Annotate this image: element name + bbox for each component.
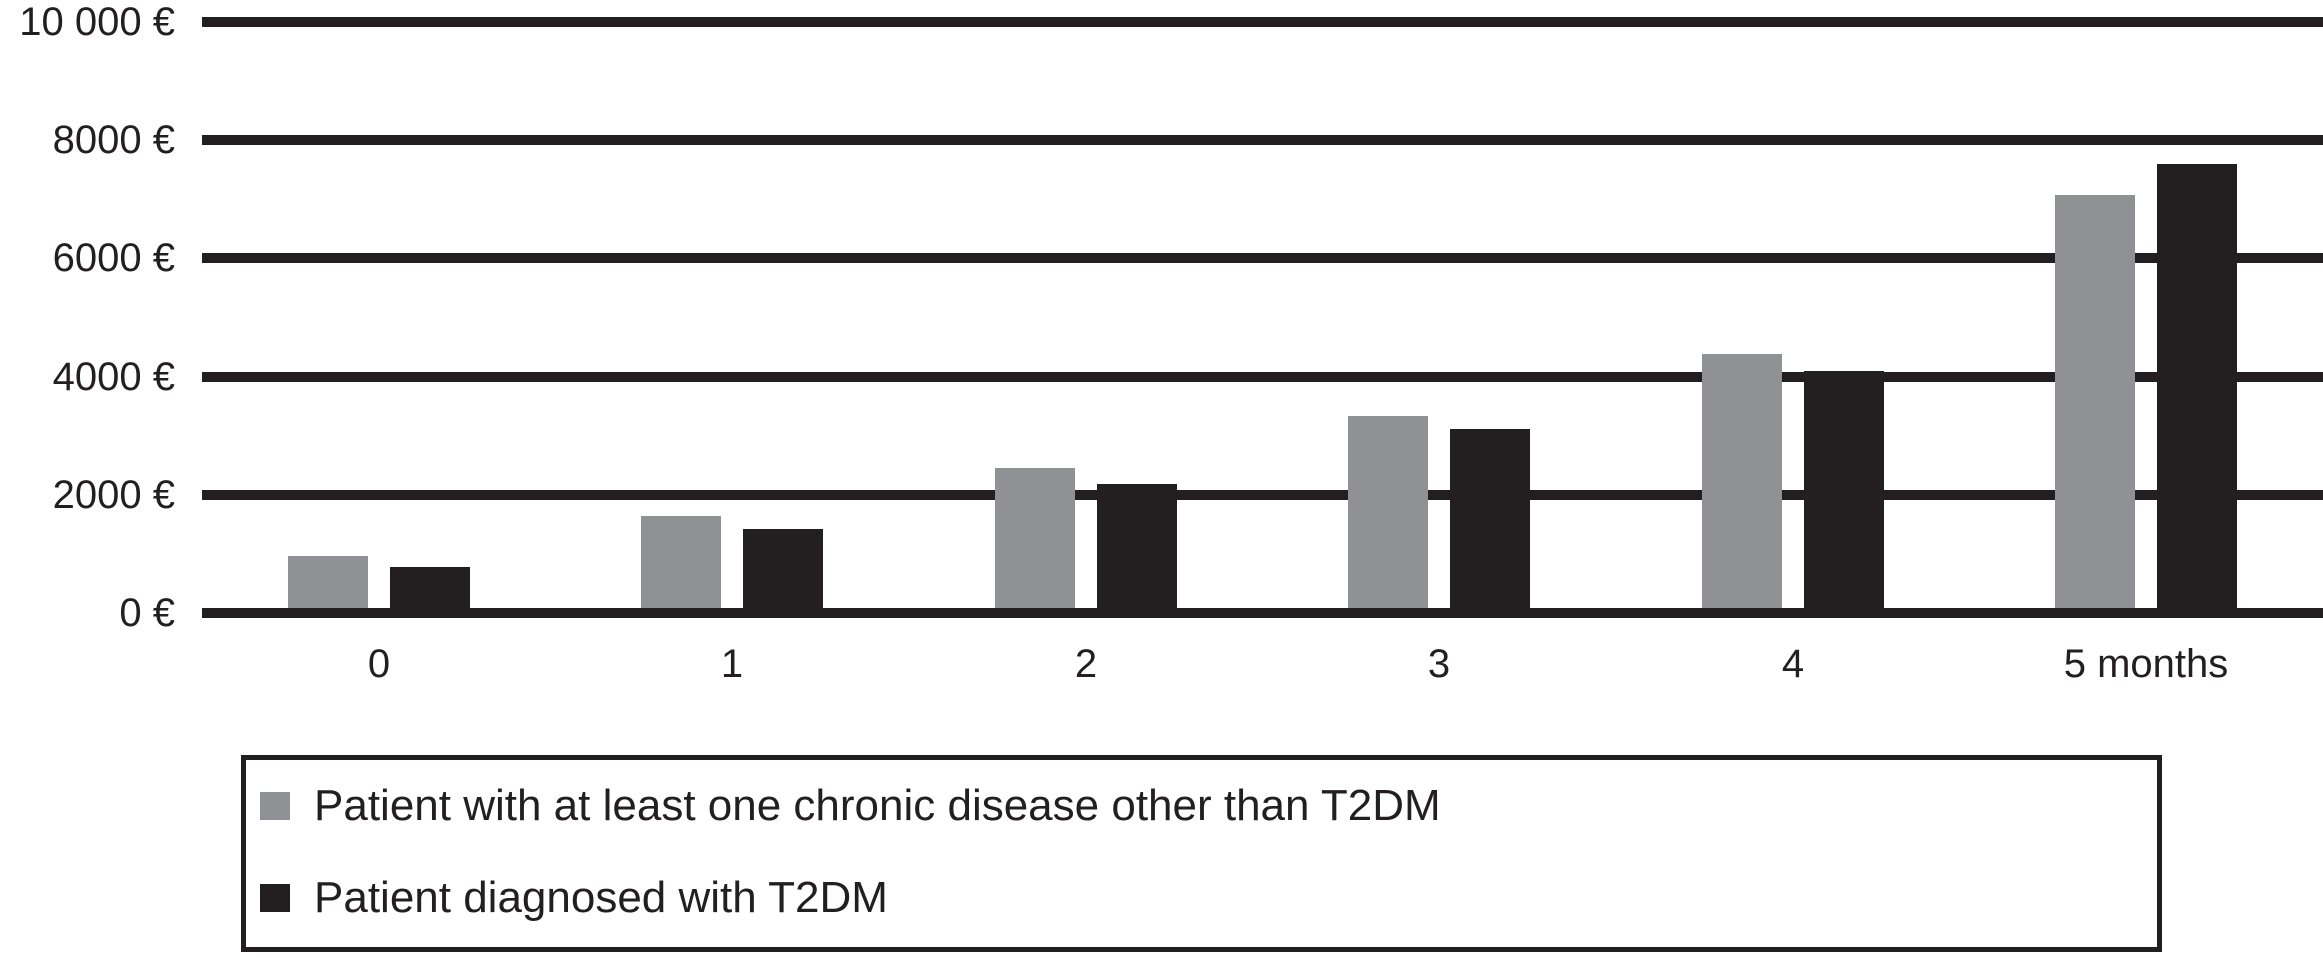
- bar-t2dm-month-0: [390, 567, 470, 613]
- gridline-10000: [202, 17, 2323, 27]
- bar-other-chronic-month-0: [288, 556, 368, 613]
- bar-t2dm-month-2: [1097, 484, 1177, 613]
- bar-other-chronic-month-2: [995, 468, 1075, 613]
- bar-other-chronic-month-1: [641, 516, 721, 613]
- x-axis-tick-label-0: 0: [367, 642, 391, 686]
- x-axis-tick-label-3: 3: [1427, 642, 1451, 686]
- bar-other-chronic-month-4: [1702, 354, 1782, 613]
- bar-t2dm-month-1: [743, 529, 823, 613]
- x-axis-tick-label-5: 5 months: [2063, 642, 2229, 686]
- y-axis-tick-label-2000: 2000 €: [52, 473, 175, 517]
- legend-label-other-chronic-disease: Patient with at least one chronic diseas…: [314, 781, 1441, 830]
- x-axis-tick-label-4: 4: [1781, 642, 1805, 686]
- legend-item-t2dm: Patient diagnosed with T2DM: [260, 872, 888, 924]
- bar-chart-plot-area: 0 € 2000 € 4000 € 6000 € 8000 € 10 000 € 0 1 2 3 4…: [19, 0, 2323, 686]
- gridline-8000: [202, 135, 2323, 145]
- y-axis-tick-label-0: 0 €: [119, 591, 175, 635]
- legend-swatch-gray-icon: [260, 792, 290, 820]
- y-axis-tick-label-8000: 8000 €: [52, 118, 175, 162]
- x-axis-tick-label-2: 2: [1074, 642, 1098, 686]
- gridline-4000: [202, 372, 2323, 382]
- y-axis-tick-label-4000: 4000 €: [52, 355, 175, 399]
- bar-other-chronic-month-5: [2055, 195, 2135, 613]
- bar-t2dm-month-4: [1804, 371, 1884, 613]
- legend-item-other-chronic-disease: Patient with at least one chronic diseas…: [260, 780, 1441, 832]
- gridline-0: [202, 608, 2323, 618]
- legend-swatch-black-icon: [260, 884, 290, 912]
- bar-other-chronic-month-3: [1348, 416, 1428, 613]
- legend-label-t2dm: Patient diagnosed with T2DM: [314, 873, 888, 922]
- gridline-2000: [202, 490, 2323, 500]
- x-axis-tick-label-1: 1: [720, 642, 744, 686]
- bar-t2dm-month-3: [1450, 429, 1530, 613]
- bar-t2dm-month-5: [2157, 164, 2237, 613]
- y-axis-tick-label-6000: 6000 €: [52, 236, 175, 280]
- gridline-6000: [202, 253, 2323, 263]
- legend: Patient with at least one chronic diseas…: [241, 755, 2162, 952]
- y-axis-tick-label-10000: 10 000 €: [19, 0, 175, 44]
